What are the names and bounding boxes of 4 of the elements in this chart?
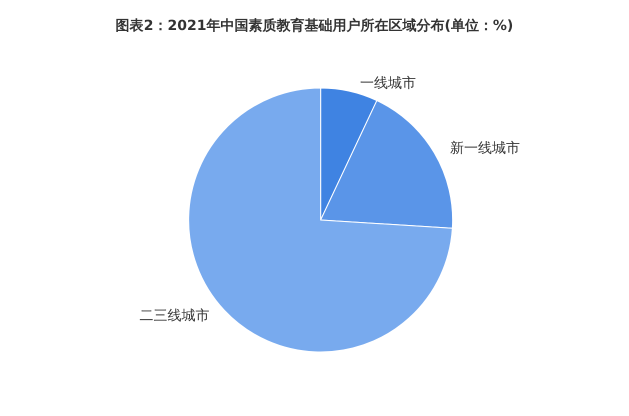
slice-label: 新一线城市 [450,140,520,157]
slice-label: 一线城市 [360,75,416,92]
slice-label: 二三线城市 [140,308,210,324]
chart-title: 图表2：2021年中国素质教育基础用户所在区域分布(单位：%) [116,17,514,34]
